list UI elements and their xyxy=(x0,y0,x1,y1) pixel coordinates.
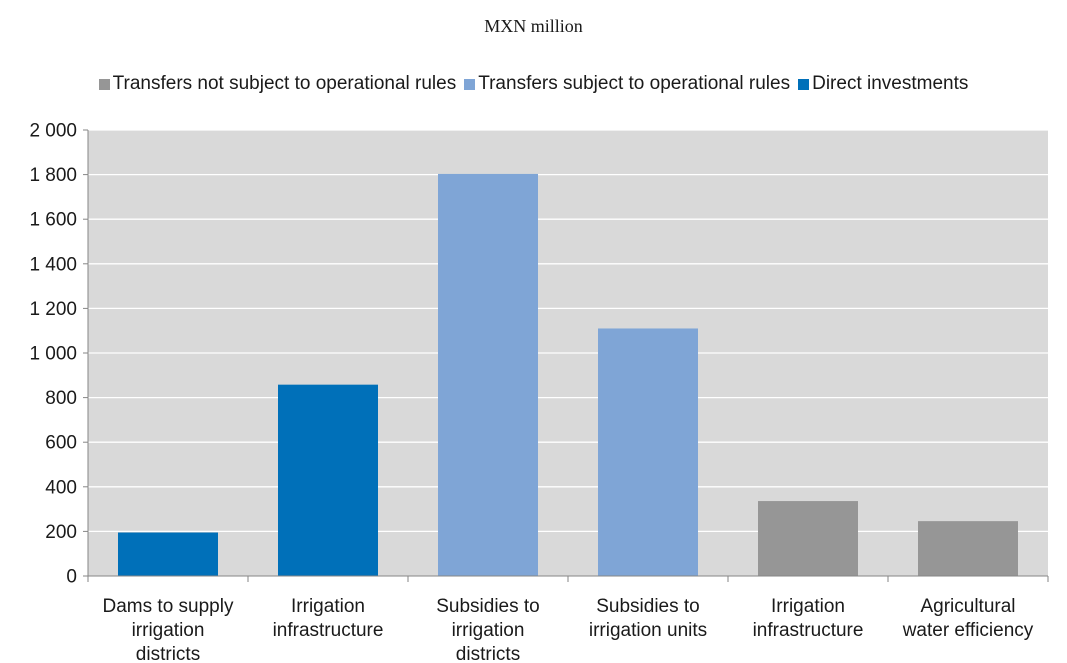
y-tick-label: 1 800 xyxy=(29,165,77,186)
x-tick-label: Irrigation infrastructure xyxy=(753,596,864,641)
bar xyxy=(278,384,378,576)
x-tick-label: Irrigation infrastructure xyxy=(273,596,384,641)
bar xyxy=(918,521,1018,576)
y-tick-label: 1 600 xyxy=(29,210,77,231)
x-tick-label: Agricultural water efficiency xyxy=(902,596,1034,641)
y-tick-labels: 0 200 400 600 800 1 000 1 200 1 400 1 600 1 800 2 … xyxy=(29,121,88,588)
y-tick-label: 1 200 xyxy=(29,299,77,320)
bar xyxy=(438,173,538,576)
legend-item-direct-investments: Direct investments xyxy=(798,73,968,95)
y-tick-label: 200 xyxy=(45,522,77,543)
x-tick-label: Dams to supply irrigation districts xyxy=(103,596,234,663)
legend-label: Transfers not subject to operational rul… xyxy=(112,73,457,94)
legend-label: Direct investments xyxy=(812,73,969,94)
y-tick-label: 600 xyxy=(45,433,77,454)
chart-legend: Transfers not subject to operational rul… xyxy=(0,73,1067,95)
x-tick-labels: Dams to supply irrigation districts Irrigat… xyxy=(103,596,1034,663)
y-tick-label: 1 400 xyxy=(29,254,77,275)
bars xyxy=(118,173,1018,576)
legend-label: Transfers subject to operational rules xyxy=(478,73,791,94)
y-tick-label: 2 000 xyxy=(29,121,77,142)
bar xyxy=(598,328,698,576)
bar xyxy=(758,501,858,576)
y-tick-label: 0 xyxy=(66,567,77,588)
y-tick-label: 1 000 xyxy=(29,344,77,365)
legend-swatch-blue xyxy=(798,78,810,90)
x-tick-label: Subsidies to irrigation districts xyxy=(436,596,540,663)
y-tick-label: 400 xyxy=(45,477,77,498)
legend-item-transfers-not-subject: Transfers not subject to operational rul… xyxy=(98,73,457,95)
y-tick-label: 800 xyxy=(45,388,77,409)
legend-item-transfers-subject: Transfers subject to operational rules xyxy=(464,73,790,95)
x-tick-label: Subsidies to irrigation units xyxy=(589,596,707,641)
bar xyxy=(118,532,218,576)
legend-swatch-grey xyxy=(98,78,110,90)
chart-title: MXN million xyxy=(484,16,583,36)
gridlines xyxy=(88,129,1048,533)
legend-swatch-light-blue xyxy=(464,78,476,90)
